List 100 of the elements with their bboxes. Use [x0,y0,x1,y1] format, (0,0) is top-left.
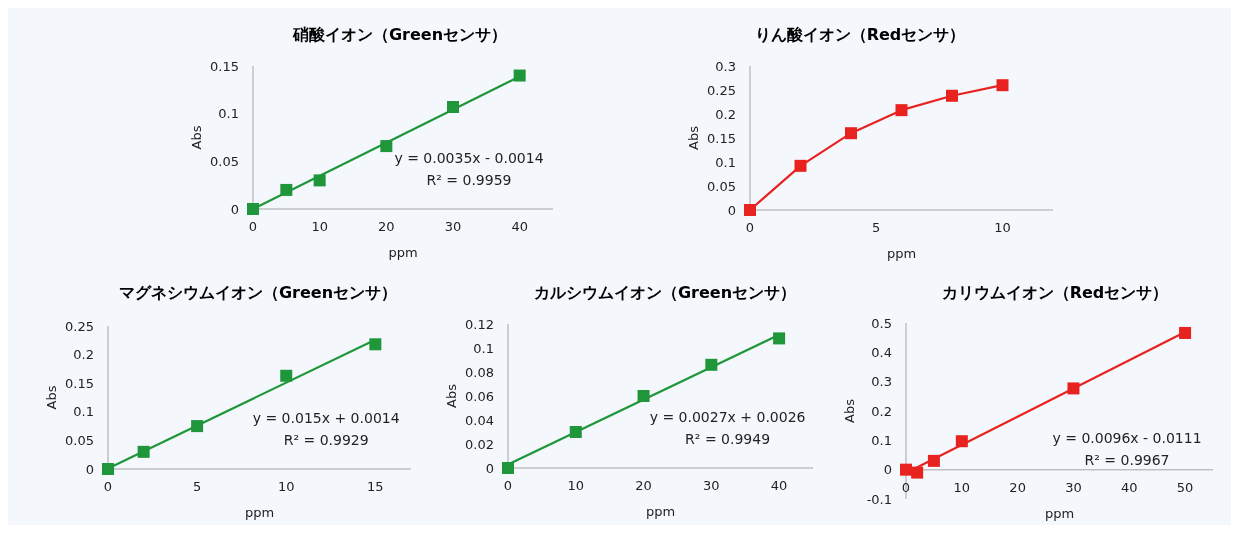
point [513,69,526,82]
y-tick-label: 0 [485,460,494,476]
y-tick-label: 0.04 [465,412,494,428]
x-tick-label: 20 [1009,479,1026,495]
y-tick-label: 0.5 [871,315,892,331]
chart-title: カリウムイオン（Redセンサ） [941,283,1169,302]
y-tick-label: 0 [727,202,736,218]
y-axis-title: Abs [686,125,701,150]
x-axis-title: ppm [1044,505,1075,521]
y-tick-label: 0.15 [707,130,736,146]
point [911,466,924,479]
y-tick-label: 0.06 [465,388,494,404]
point [1179,326,1192,339]
y-axis-title: Abs [444,383,459,408]
point [955,435,968,448]
x-tick-label: 0 [503,478,513,493]
y-tick-label: 0.1 [473,340,494,356]
chart-title: 硝酸イオン（Greenセンサ） [291,25,508,44]
x-tick-label: 10 [311,219,328,234]
point [900,463,912,476]
point [1067,382,1080,395]
point [773,332,786,345]
y-tick-label: 0.3 [871,374,892,390]
point [369,338,382,351]
y-tick-label: 0.05 [65,432,94,448]
annotation: R² = 0.9967 [1084,451,1170,468]
y-tick-label: 0.1 [73,404,94,420]
y-axis-title: Abs [44,385,59,410]
y-tick-label: 0.2 [871,403,892,419]
y-tick-label: 0.25 [65,318,94,334]
annotation: y = 0.0096x - 0.0111 [1052,429,1202,446]
point [247,203,259,215]
y-tick-label: 0.08 [465,364,494,380]
y-axis-title: Abs [189,125,204,150]
point [191,420,204,433]
x-tick-label: 15 [367,479,384,494]
x-tick-label: 0 [103,479,113,494]
x-tick-label: 20 [378,219,395,234]
annotation: y = 0.0027x + 0.0026 [649,408,806,425]
y-tick-label: 0.2 [715,106,736,122]
y-tick-label: 0.02 [465,436,494,452]
chart-title: カルシウムイオン（Greenセンサ） [533,283,797,302]
point [637,390,650,402]
x-tick-label: 30 [1065,479,1082,495]
annotation: y = 0.0035x - 0.0014 [394,150,544,167]
point [380,140,393,153]
y-tick-label: 0.12 [465,316,494,332]
y-tick-label: 0 [230,201,239,217]
annotation: y = 0.015x + 0.0014 [252,410,400,427]
point [447,100,459,113]
y-tick-label: 0 [883,462,892,478]
y-tick-label: 0.1 [218,106,239,122]
y-tick-label: 0.3 [715,58,736,74]
point [895,104,908,117]
point [946,89,958,102]
x-tick-label: 10 [567,478,585,493]
y-tick-label: 0.05 [210,153,239,169]
x-tick-label: 0 [745,220,755,235]
point [280,369,293,382]
chart-title: マグネシウムイオン（Greenセンサ） [118,283,398,302]
point [313,174,326,187]
x-tick-label: 5 [872,220,881,235]
y-tick-label: 0.4 [871,344,892,360]
point [927,454,940,467]
point [502,462,514,474]
x-tick-label: 5 [192,479,202,494]
x-axis-title: ppm [244,505,275,520]
y-tick-label: -0.1 [866,491,892,507]
point [845,127,857,140]
annotation: R² = 0.9929 [283,432,369,449]
y-tick-label: 0.2 [73,347,94,363]
x-tick-label: 0 [901,479,911,495]
chart-title: りん酸イオン（Redセンサ） [754,25,966,44]
x-tick-label: 30 [444,219,462,234]
y-tick-label: 0.15 [65,375,94,391]
y-tick-label: 0.1 [715,154,736,170]
point [744,204,756,216]
x-tick-label: 30 [703,478,720,493]
point [569,426,582,438]
x-tick-label: 0 [248,219,258,234]
y-tick-label: 0.1 [871,432,892,448]
x-tick-label: 50 [1176,479,1194,495]
x-tick-label: 10 [994,220,1011,235]
x-tick-label: 40 [1121,479,1138,495]
annotation: R² = 0.9949 [685,430,771,447]
point [280,183,293,196]
x-tick-label: 40 [511,219,528,234]
y-tick-label: 0.15 [210,58,239,74]
x-axis-title: ppm [645,504,676,519]
x-tick-label: 40 [770,478,788,493]
x-axis-title: ppm [388,245,418,260]
x-tick-label: 20 [635,478,652,493]
point [794,159,807,172]
y-tick-label: 0.25 [707,82,736,98]
x-tick-label: 10 [277,479,295,494]
point [137,445,150,458]
point [996,79,1009,92]
y-tick-label: 0.05 [707,178,736,194]
x-axis-title: ppm [886,246,917,261]
point [705,358,718,371]
